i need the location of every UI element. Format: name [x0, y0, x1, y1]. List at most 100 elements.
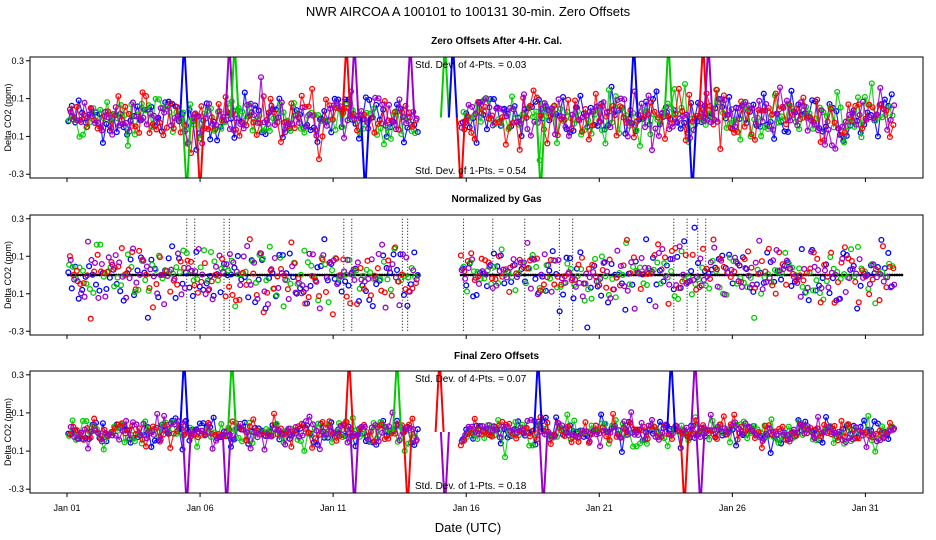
x-tick-label: Jan 26	[719, 503, 746, 513]
data-point-purple	[91, 119, 98, 126]
data-point-red	[174, 103, 181, 111]
data-point-blue	[169, 243, 176, 250]
data-point-green	[854, 94, 862, 101]
data-point-red	[360, 285, 368, 293]
data-point-red	[250, 416, 257, 423]
data-point-purple	[873, 438, 880, 445]
data-point-blue	[131, 291, 138, 299]
data-point-purple	[493, 426, 500, 433]
data-point-red	[675, 85, 682, 92]
data-point-purple	[614, 247, 621, 254]
spike-line-green	[392, 371, 403, 433]
data-point-green	[585, 286, 592, 293]
data-point-purple	[354, 259, 361, 266]
data-point-red	[876, 427, 883, 434]
data-point-purple	[884, 126, 891, 133]
data-point-purple	[482, 425, 489, 433]
data-point-red	[869, 104, 876, 111]
data-point-red	[578, 128, 586, 135]
data-point-blue	[245, 294, 252, 301]
data-point-blue	[369, 302, 376, 310]
data-point-purple	[385, 423, 393, 430]
data-point-purple	[642, 264, 649, 271]
data-point-purple	[673, 118, 680, 125]
data-point-red	[181, 431, 188, 438]
data-point-purple	[271, 254, 278, 262]
data-point-blue	[203, 100, 210, 107]
data-point-purple	[323, 122, 330, 129]
data-point-purple	[763, 100, 770, 108]
data-point-purple	[731, 123, 739, 130]
zero-marker	[138, 273, 142, 277]
data-point-purple	[195, 245, 202, 253]
data-point-purple	[745, 423, 752, 430]
data-point-purple	[711, 244, 718, 251]
data-point-purple	[635, 431, 642, 439]
data-point-green	[131, 438, 138, 445]
data-point-purple	[586, 108, 593, 115]
data-point-purple	[527, 416, 534, 423]
data-point-red	[848, 426, 855, 433]
data-point-purple	[704, 273, 711, 280]
zero-marker	[196, 273, 200, 277]
zero-marker	[785, 273, 789, 277]
data-point-green	[726, 439, 734, 446]
data-point-green	[529, 442, 536, 449]
data-point-red	[720, 413, 727, 420]
data-point-purple	[572, 432, 579, 440]
data-point-purple	[607, 124, 614, 131]
data-point-green	[526, 265, 533, 272]
data-point-red	[115, 421, 122, 428]
data-point-red	[73, 267, 80, 274]
data-point-purple	[808, 248, 815, 255]
data-point-green	[301, 447, 308, 454]
data-point-red	[260, 93, 267, 100]
data-point-green	[744, 435, 751, 442]
data-point-red	[208, 430, 215, 437]
data-point-red	[814, 425, 821, 432]
data-point-purple	[337, 422, 344, 429]
data-point-green	[816, 290, 823, 297]
data-point-purple	[520, 430, 528, 437]
y-tick-label: -0.1	[8, 131, 24, 141]
data-point-purple	[558, 113, 566, 120]
data-point-red	[277, 138, 285, 146]
data-point-blue	[144, 314, 151, 321]
data-point-purple	[565, 132, 572, 139]
data-point-red	[572, 97, 579, 104]
data-point-blue	[113, 129, 120, 136]
data-point-purple	[891, 102, 898, 109]
data-point-green	[588, 130, 595, 137]
data-point-purple	[123, 417, 130, 424]
data-point-purple	[738, 283, 745, 290]
data-point-red	[253, 291, 260, 299]
data-point-red	[329, 311, 336, 318]
data-point-green	[280, 303, 287, 310]
data-point-purple	[209, 120, 216, 127]
data-point-green	[768, 416, 775, 423]
data-point-purple	[226, 126, 233, 133]
std-dev-1pt-label: Std. Dev. of 1-Pts. = 0.54	[415, 166, 527, 177]
data-point-green	[533, 263, 540, 270]
data-point-blue	[196, 420, 203, 427]
data-point-purple	[558, 275, 566, 282]
data-point-purple	[112, 252, 119, 259]
data-point-red	[668, 247, 675, 255]
data-point-purple	[652, 433, 659, 440]
data-point-blue	[397, 251, 404, 258]
data-point-blue	[778, 276, 785, 283]
data-point-green	[865, 412, 872, 420]
data-point-red	[741, 256, 748, 263]
data-point-purple	[323, 274, 330, 281]
data-point-blue	[805, 297, 812, 304]
data-point-blue	[68, 285, 75, 292]
data-point-purple	[458, 438, 465, 445]
y-axis-label: Delta CO2 (ppm)	[3, 398, 13, 466]
data-point-purple	[763, 279, 770, 286]
data-point-purple	[84, 113, 92, 120]
data-point-red	[779, 423, 786, 430]
data-point-blue	[134, 267, 141, 274]
zero-marker	[258, 273, 262, 277]
data-point-red	[212, 271, 219, 278]
data-point-blue	[241, 89, 248, 96]
